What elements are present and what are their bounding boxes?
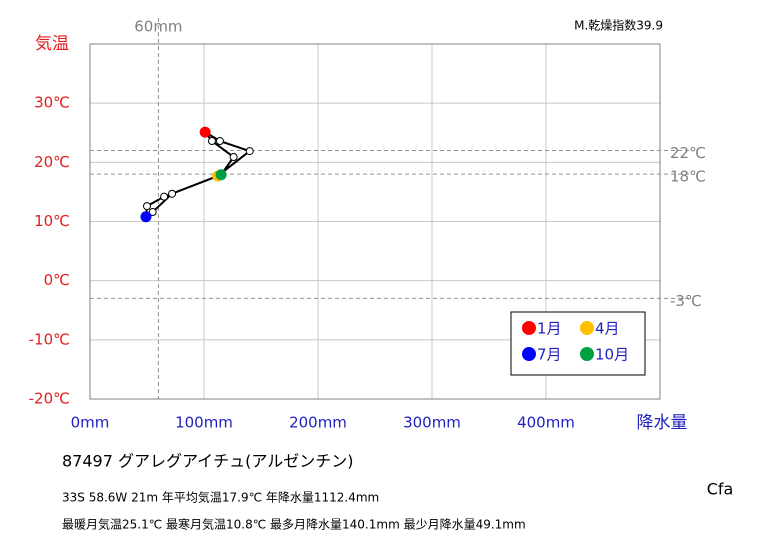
info-line: 最暖月気温25.1℃ 最寒月気温10.8℃ 最多月降水量140.1mm 最少月降… — [62, 517, 526, 532]
legend-swatch — [522, 347, 536, 361]
y-tick-label: 10℃ — [34, 212, 70, 230]
info-line: 33S 58.6W 21m 年平均気温17.9℃ 年降水量1112.4mm — [62, 490, 379, 505]
x-tick-label: 100mm — [175, 414, 233, 432]
month-point — [199, 126, 211, 138]
plot-border — [89, 43, 661, 400]
month-point — [207, 137, 216, 146]
reference-label: 18℃ — [670, 168, 706, 186]
x-tick-label: 300mm — [403, 414, 461, 432]
month-point — [229, 153, 238, 162]
legend-swatch — [522, 321, 536, 335]
dryness-index: M.乾燥指数39.9 — [574, 18, 663, 33]
legend-swatch — [580, 347, 594, 361]
month-point — [160, 192, 169, 201]
legend-label: 1月 — [537, 320, 562, 338]
y-tick-label: 20℃ — [34, 153, 70, 171]
reference-label: 60mm — [134, 18, 182, 36]
month-point — [143, 202, 151, 211]
y-tick-label: 30℃ — [34, 94, 70, 112]
legend-label: 4月 — [595, 320, 620, 338]
x-tick-label: 400mm — [517, 414, 575, 432]
month-point — [215, 137, 224, 146]
reference-label: -3℃ — [670, 292, 702, 310]
station: 87497 グアレグアイチュ(アルゼンチン) — [62, 452, 354, 471]
x-tick-label: 0mm — [71, 414, 110, 432]
y-axis-label: 気温 — [35, 34, 69, 54]
climate-code: Cfa — [707, 480, 734, 499]
y-tick-label: -10℃ — [29, 330, 70, 348]
month-point — [168, 189, 177, 198]
y-tick-label: -20℃ — [29, 390, 70, 408]
reference-label: 22℃ — [670, 144, 706, 162]
y-tick-label: 0℃ — [44, 271, 70, 289]
x-tick-label: 200mm — [289, 414, 347, 432]
legend-box — [510, 311, 646, 376]
legend-label: 7月 — [537, 346, 562, 364]
month-point — [148, 208, 157, 217]
legend-swatch — [580, 321, 594, 335]
month-point — [245, 147, 254, 156]
legend-label: 10月 — [595, 346, 629, 364]
month-point — [140, 211, 152, 223]
month-point — [215, 169, 227, 181]
x-axis-label: 降水量 — [637, 413, 688, 433]
